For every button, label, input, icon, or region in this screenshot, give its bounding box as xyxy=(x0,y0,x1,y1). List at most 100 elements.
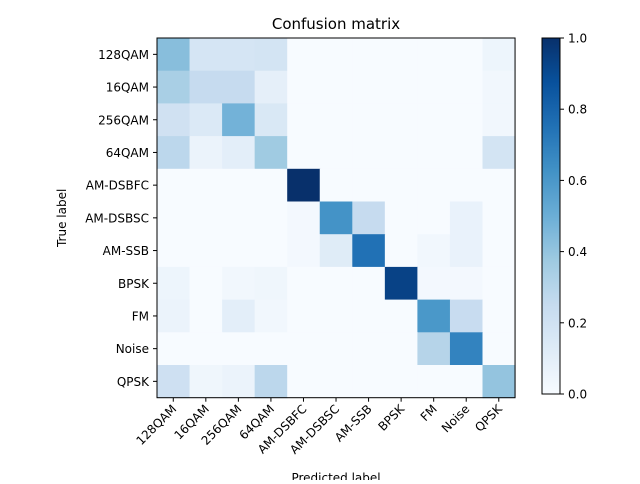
heatmap-cell-7-5 xyxy=(319,266,353,301)
heatmap-cell-0-3 xyxy=(254,38,288,72)
y-tick-label: QPSK xyxy=(117,375,150,389)
heatmap-cell-6-6 xyxy=(352,234,386,268)
heatmap-cell-9-1 xyxy=(189,332,223,366)
heatmap-cell-6-1 xyxy=(189,234,223,268)
heatmap-cell-5-8 xyxy=(417,201,451,235)
y-tick-label: 64QAM xyxy=(106,146,149,160)
heatmap-cell-10-9 xyxy=(449,365,483,399)
heatmap-cell-9-8 xyxy=(417,332,451,366)
heatmap-cell-2-1 xyxy=(189,103,223,137)
x-tick-label: QPSK xyxy=(472,401,505,434)
heatmap-cell-1-4 xyxy=(287,70,321,104)
heatmap-cell-4-3 xyxy=(254,168,288,202)
heatmap-cell-7-8 xyxy=(417,266,451,301)
heatmap-cell-1-6 xyxy=(352,70,386,104)
heatmap-cell-1-3 xyxy=(254,70,288,104)
colorbar: 0.0 0.2 0.4 0.6 0.8 1.0 xyxy=(541,32,587,402)
heatmap-cell-4-0 xyxy=(157,168,191,202)
y-tick-label: AM-DSBFC xyxy=(86,179,149,193)
heatmap-cell-0-9 xyxy=(449,38,483,72)
heatmap-cell-6-2 xyxy=(222,234,256,268)
heatmap-cell-5-0 xyxy=(157,201,191,235)
colorbar-gradient xyxy=(541,37,561,395)
heatmap-cell-8-1 xyxy=(189,299,223,333)
heatmap-cell-3-9 xyxy=(449,136,483,170)
heatmap-cell-1-7 xyxy=(384,70,418,104)
heatmap-cell-10-3 xyxy=(254,365,288,399)
heatmap-cell-10-1 xyxy=(189,365,223,399)
heatmap-cell-5-5 xyxy=(319,201,353,235)
heatmap-cell-9-5 xyxy=(319,332,353,366)
y-axis: 128QAM 16QAM 256QAM 64QAM AM-DSBFC AM-DSBSC AM… xyxy=(85,48,157,389)
heatmap-cell-1-8 xyxy=(417,70,451,104)
heatmap-cell-7-1 xyxy=(189,266,223,301)
y-tick-label: Noise xyxy=(116,342,149,356)
heatmap-cell-2-0 xyxy=(157,103,191,137)
heatmap-cell-6-4 xyxy=(287,234,321,268)
heatmap-cell-9-4 xyxy=(287,332,321,366)
y-tick-label: FM xyxy=(132,309,149,323)
y-tick-label: AM-DSBSC xyxy=(85,211,149,225)
heatmap-cell-5-9 xyxy=(449,201,483,235)
heatmap-cell-7-10 xyxy=(482,266,516,301)
x-axis-label: Predicted label xyxy=(291,471,380,480)
heatmap-cell-1-2 xyxy=(222,70,256,104)
heatmap-cell-7-2 xyxy=(222,266,256,301)
y-tick-label: BPSK xyxy=(118,277,150,291)
heatmap-cell-6-5 xyxy=(319,234,353,268)
heatmap-cell-8-4 xyxy=(287,299,321,333)
heatmap-cell-8-7 xyxy=(384,299,418,333)
heatmap-cell-5-2 xyxy=(222,201,256,235)
heatmap-cell-8-6 xyxy=(352,299,386,333)
heatmap-cell-3-5 xyxy=(319,136,353,170)
colorbar-tick-label: 0.2 xyxy=(568,316,587,330)
y-tick-label: 256QAM xyxy=(98,113,149,127)
heatmap-cell-7-6 xyxy=(352,266,386,301)
heatmap-cell-2-2 xyxy=(222,103,256,137)
heatmap-cell-1-1 xyxy=(189,70,223,104)
heatmap-cell-0-7 xyxy=(384,38,418,72)
heatmap-cell-4-4 xyxy=(287,168,321,202)
heatmap-cell-3-8 xyxy=(417,136,451,170)
heatmap-cell-9-0 xyxy=(157,332,191,366)
heatmap-cell-6-3 xyxy=(254,234,288,268)
heatmap-cell-10-7 xyxy=(384,365,418,399)
heatmap-cell-4-10 xyxy=(482,168,516,202)
heatmap-cell-0-10 xyxy=(482,38,516,72)
heatmap-cell-1-0 xyxy=(157,70,191,104)
heatmap-cell-7-3 xyxy=(254,266,288,301)
heatmap-cell-2-3 xyxy=(254,103,288,137)
heatmap-cell-3-0 xyxy=(157,136,191,170)
heatmap-cell-8-8 xyxy=(417,299,451,333)
heatmap-cell-10-2 xyxy=(222,365,256,399)
heatmap-cell-10-4 xyxy=(287,365,321,399)
heatmap-cell-1-9 xyxy=(449,70,483,104)
x-tick-label: Noise xyxy=(439,402,472,435)
heatmap-cell-9-9 xyxy=(449,332,483,366)
heatmap-cell-6-10 xyxy=(482,234,516,268)
heatmap-cell-10-6 xyxy=(352,365,386,399)
heatmap-cell-2-9 xyxy=(449,103,483,137)
heatmap-cell-8-5 xyxy=(319,299,353,333)
heatmap-cell-9-7 xyxy=(384,332,418,366)
heatmap-cell-4-2 xyxy=(222,168,256,202)
heatmap-cell-9-10 xyxy=(482,332,516,366)
heatmap-cell-3-10 xyxy=(482,136,516,170)
heatmap-cell-8-2 xyxy=(222,299,256,333)
heatmap-cell-6-8 xyxy=(417,234,451,268)
heatmap-cell-4-8 xyxy=(417,168,451,202)
x-axis: 128QAM16QAM256QAM64QAMAM-DSBFCAM-DSBSCAM… xyxy=(133,397,506,457)
y-axis-label: True label xyxy=(55,189,69,248)
heatmap-cell-4-6 xyxy=(352,168,386,202)
colorbar-tick-label: 0.0 xyxy=(568,388,587,402)
heatmap-cell-9-3 xyxy=(254,332,288,366)
heatmap-cell-8-10 xyxy=(482,299,516,333)
heatmap-cell-2-4 xyxy=(287,103,321,137)
y-tick-label: AM-SSB xyxy=(103,244,149,258)
heatmap-cell-5-4 xyxy=(287,201,321,235)
heatmap-cell-6-7 xyxy=(384,234,418,268)
heatmap-cell-3-3 xyxy=(254,136,288,170)
heatmap-cell-0-2 xyxy=(222,38,256,72)
